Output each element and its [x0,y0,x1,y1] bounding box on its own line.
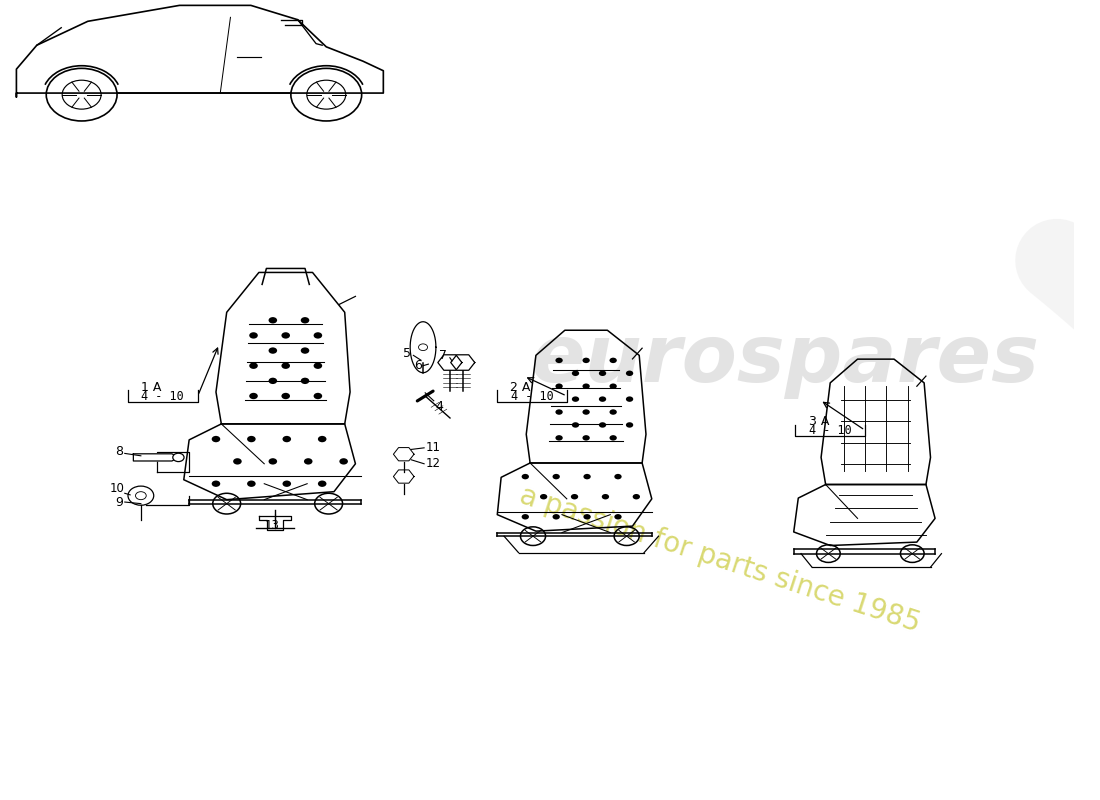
Circle shape [552,474,560,479]
Text: 1 A: 1 A [142,381,162,394]
Circle shape [233,458,242,465]
Circle shape [556,435,563,441]
Circle shape [556,410,563,414]
Text: 12: 12 [426,458,440,470]
Text: 10: 10 [110,482,124,495]
Circle shape [304,458,312,465]
Text: 4: 4 [436,400,443,413]
Circle shape [626,370,634,376]
Text: 3 A: 3 A [808,415,829,428]
Circle shape [282,393,290,399]
Text: eurospares: eurospares [530,321,1040,399]
Circle shape [571,494,579,499]
Circle shape [268,317,277,323]
Circle shape [248,436,255,442]
Circle shape [602,494,609,499]
Circle shape [211,481,220,487]
Circle shape [282,332,290,338]
Circle shape [556,383,563,389]
Text: 2 A: 2 A [510,381,531,394]
Circle shape [609,383,617,389]
Polygon shape [133,454,178,461]
Text: a passion for parts since 1985: a passion for parts since 1985 [516,482,924,638]
Circle shape [521,474,529,479]
Circle shape [250,362,257,369]
Circle shape [582,358,590,363]
Text: 11: 11 [426,442,440,454]
Text: 5: 5 [403,347,411,360]
Text: 8: 8 [116,446,123,458]
Circle shape [300,347,309,354]
Circle shape [300,378,309,384]
Text: 13: 13 [264,519,279,533]
Circle shape [268,458,277,465]
Circle shape [626,422,634,428]
Circle shape [614,474,622,479]
Circle shape [572,422,580,428]
Text: 9: 9 [116,495,123,509]
Circle shape [609,358,617,363]
Circle shape [540,494,548,499]
Circle shape [248,481,255,487]
Text: 4 - 10: 4 - 10 [510,390,553,402]
Circle shape [614,514,622,519]
Circle shape [173,454,184,462]
Circle shape [609,435,617,441]
Circle shape [556,358,563,363]
Circle shape [211,436,220,442]
Circle shape [283,481,292,487]
Circle shape [626,396,634,402]
Circle shape [318,436,327,442]
Circle shape [598,396,606,402]
Circle shape [609,410,617,414]
Circle shape [318,481,327,487]
Circle shape [582,410,590,414]
Circle shape [583,474,591,479]
Text: 7: 7 [439,349,448,362]
Circle shape [314,362,322,369]
Circle shape [582,383,590,389]
Text: 4 - 10: 4 - 10 [808,424,851,437]
Circle shape [268,378,277,384]
Circle shape [598,422,606,428]
Circle shape [572,370,580,376]
Circle shape [300,317,309,323]
Circle shape [572,396,580,402]
Circle shape [552,514,560,519]
Circle shape [340,458,348,465]
Circle shape [314,393,322,399]
Circle shape [582,435,590,441]
Circle shape [282,362,290,369]
Circle shape [314,332,322,338]
Circle shape [250,332,257,338]
Circle shape [521,514,529,519]
Circle shape [250,393,257,399]
Text: 6: 6 [414,359,421,372]
Text: 4 - 10: 4 - 10 [142,390,184,402]
Circle shape [632,494,640,499]
Circle shape [583,514,591,519]
Circle shape [268,347,277,354]
Circle shape [598,370,606,376]
Circle shape [283,436,292,442]
